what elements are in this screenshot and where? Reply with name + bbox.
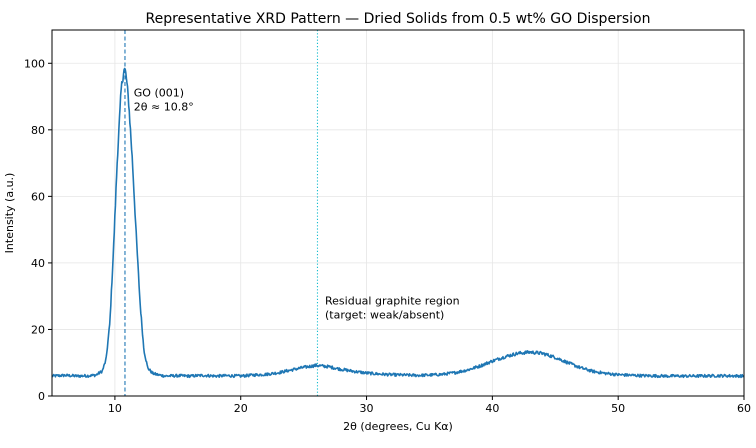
annotations: GO (001) 2θ ≈ 10.8° Residual graphite regi… <box>134 87 460 322</box>
y-tick-label: 40 <box>31 257 45 270</box>
x-tick-label: 40 <box>485 402 499 415</box>
reference-lines <box>124 30 319 396</box>
x-tick-label: 30 <box>360 402 374 415</box>
y-tick-label: 20 <box>31 323 45 336</box>
annotation-line: Residual graphite region <box>325 295 460 308</box>
annotation-label: Residual graphite region (target: weak/ab… <box>325 295 460 322</box>
y-tick-label: 0 <box>38 390 45 403</box>
y-axis-label: Intensity (a.u.) <box>3 173 16 254</box>
x-tick-label: 50 <box>611 402 625 415</box>
x-axis-ticks: 10 20 30 40 50 60 <box>108 396 751 415</box>
annotation-line: GO (001) <box>134 87 184 100</box>
x-tick-label: 10 <box>108 402 122 415</box>
x-tick-label: 60 <box>737 402 751 415</box>
series-group <box>51 67 745 379</box>
annotation-label: GO (001) 2θ ≈ 10.8° <box>134 87 194 114</box>
grid <box>52 30 745 397</box>
y-tick-label: 60 <box>31 190 45 203</box>
y-axis-ticks: 0 20 40 60 80 100 <box>24 57 52 403</box>
y-tick-label: 100 <box>24 57 45 70</box>
chart-title: Representative XRD Pattern — Dried Solid… <box>146 11 651 27</box>
xrd-series-line <box>51 67 745 379</box>
x-tick-label: 20 <box>234 402 248 415</box>
annotation-line: (target: weak/absent) <box>325 309 444 322</box>
x-axis-label: 2θ (degrees, Cu Kα) <box>343 420 453 433</box>
plot-frame <box>51 29 745 397</box>
y-tick-label: 80 <box>31 124 45 137</box>
annotation-line: 2θ ≈ 10.8° <box>134 101 194 114</box>
